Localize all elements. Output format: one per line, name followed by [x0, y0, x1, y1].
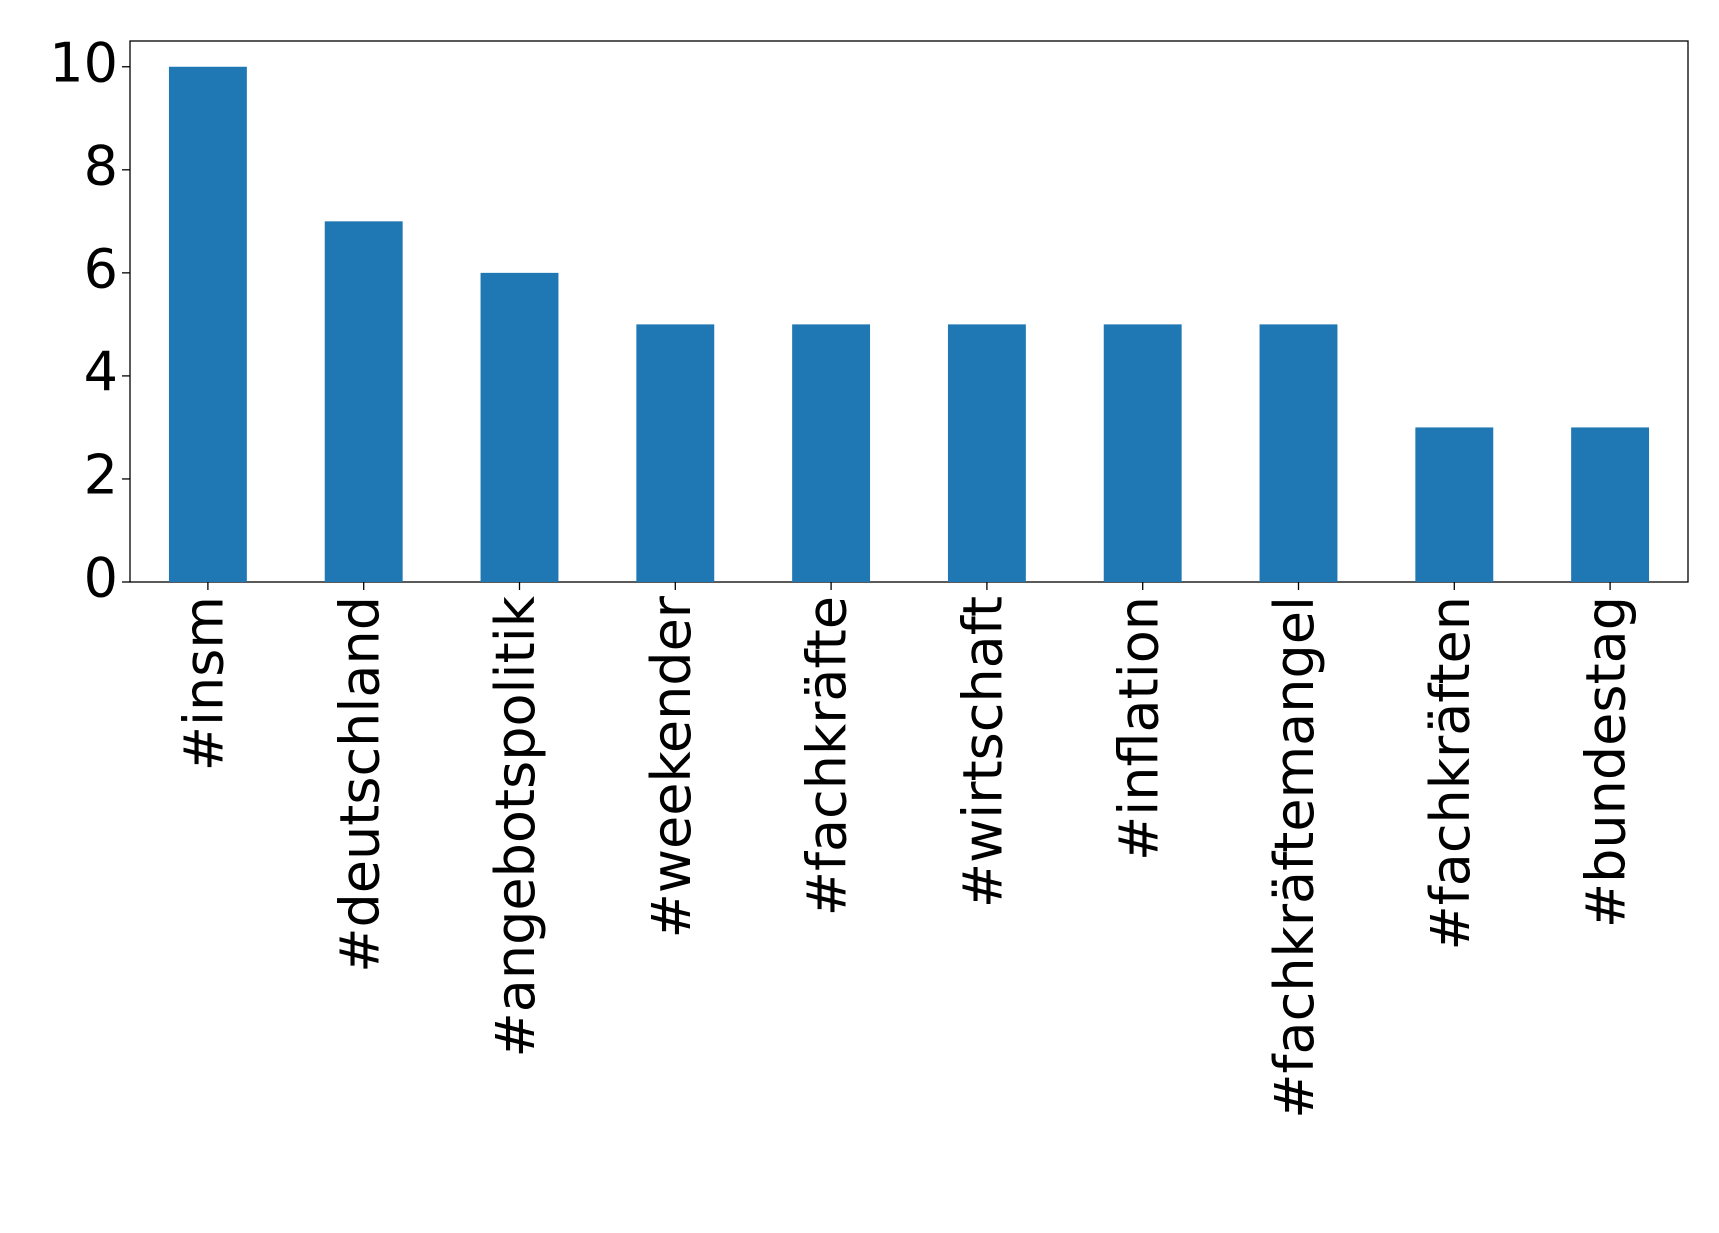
x-tick-label: #wirtschaft — [952, 596, 1015, 908]
bar — [480, 272, 559, 582]
x-tick-label: #bundestag — [1575, 596, 1638, 928]
y-tick-label: 6 — [84, 237, 118, 300]
bar — [1259, 324, 1338, 582]
y-tick-label: 4 — [84, 341, 118, 404]
y-tick-label: 10 — [49, 31, 118, 94]
x-tick-label: #angebotspolitik — [484, 595, 547, 1057]
y-tick-label: 2 — [84, 444, 118, 507]
bar — [168, 66, 247, 582]
y-tick-label: 8 — [84, 134, 118, 197]
x-tick-label: #fachkräften — [1419, 596, 1482, 951]
plot-frame — [129, 40, 1689, 583]
bar — [1571, 427, 1650, 582]
x-tick-label: #fachkräftemangel — [1263, 596, 1326, 1119]
x-tick-label: #deutschland — [328, 596, 391, 973]
bar — [324, 221, 403, 583]
x-tick-label: #fachkräfte — [796, 596, 859, 916]
y-tick-label: 0 — [84, 547, 118, 610]
x-tick-label: #weekender — [640, 595, 703, 938]
bar — [1415, 427, 1494, 582]
bar — [792, 324, 871, 582]
bar — [947, 324, 1026, 582]
bar — [1103, 324, 1182, 582]
x-tick-label: #insm — [173, 596, 236, 771]
x-tick-label: #inflation — [1107, 596, 1170, 861]
bar — [636, 324, 715, 582]
